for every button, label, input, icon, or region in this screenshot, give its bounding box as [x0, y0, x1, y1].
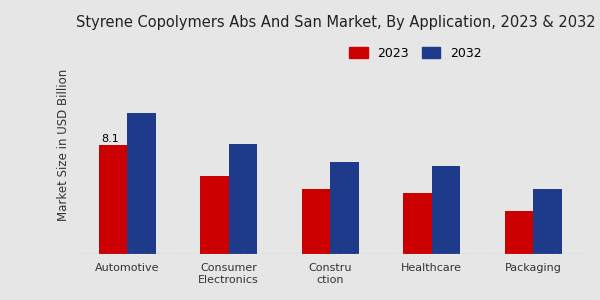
Text: 8.1: 8.1: [101, 134, 119, 144]
Bar: [127, 113, 155, 254]
Bar: [533, 189, 562, 254]
Text: Styrene Copolymers Abs And San Market, By Application, 2023 & 2032: Styrene Copolymers Abs And San Market, B…: [76, 15, 595, 30]
Bar: [302, 189, 330, 254]
Bar: [432, 167, 460, 254]
Y-axis label: Market Size in USD Billion: Market Size in USD Billion: [57, 68, 70, 220]
Bar: [505, 211, 533, 254]
Legend: 2023, 2032: 2023, 2032: [344, 42, 487, 64]
Bar: [200, 176, 229, 254]
Bar: [229, 144, 257, 254]
Bar: [99, 145, 127, 254]
Bar: [403, 193, 432, 254]
Bar: [330, 162, 359, 254]
